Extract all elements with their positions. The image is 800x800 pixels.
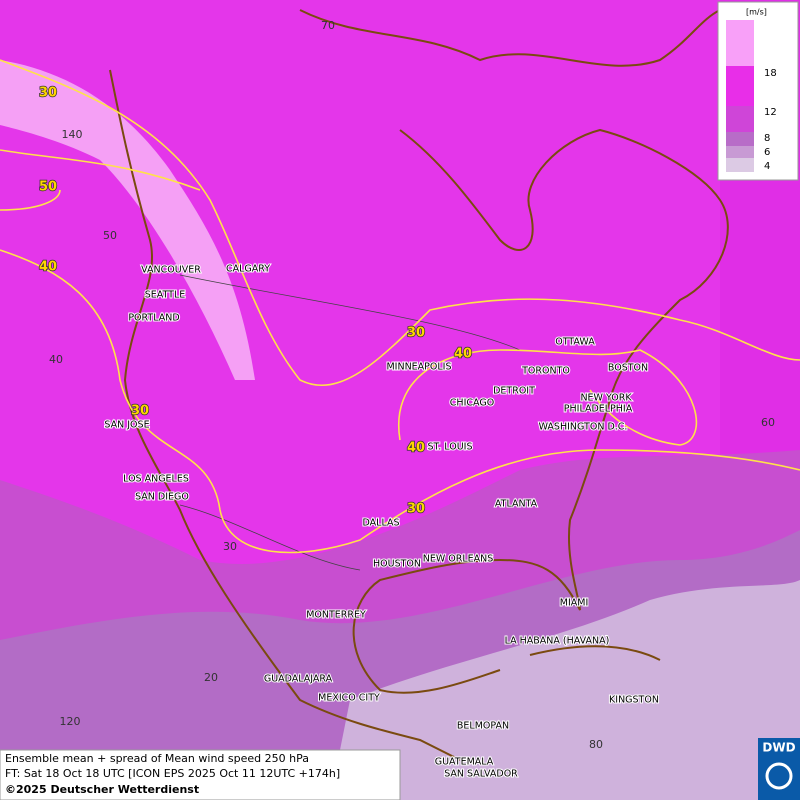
city-label: HOUSTON <box>373 559 421 570</box>
legend-swatch <box>726 158 754 172</box>
logo-icon <box>765 762 793 790</box>
city-label: MIAMI <box>560 598 589 609</box>
grid-label: 140 <box>62 128 83 141</box>
logo-text: DWD <box>762 741 795 755</box>
city-label: SAN JOSE <box>104 420 149 431</box>
footer-text: ©2025 Deutscher Wetterdienst <box>5 783 199 796</box>
logo-box <box>758 738 800 800</box>
border <box>179 274 521 351</box>
contour-label: 30 <box>131 404 149 419</box>
grid-label: 40 <box>49 353 63 366</box>
city-label: KINGSTON <box>609 695 659 706</box>
city-label: DALLAS <box>363 518 400 529</box>
contour-label: 30 <box>39 86 57 101</box>
city-label: ST. LOUIS <box>428 442 473 453</box>
city-label: BOSTON <box>608 363 648 374</box>
city-label: MONTERREY <box>306 610 366 621</box>
jet-core <box>0 60 255 380</box>
grid-label: 70 <box>321 19 335 32</box>
grid-label: 30 <box>223 540 237 553</box>
field-lowest <box>330 580 800 800</box>
contour-line <box>0 59 800 386</box>
footer-text: Ensemble mean + spread of Mean wind spee… <box>5 752 309 765</box>
coastline <box>529 645 661 661</box>
city-label: LA HABANA (HAVANA) <box>505 636 610 647</box>
legend-label: 8 <box>764 133 770 144</box>
contour-label: 30 <box>407 502 425 517</box>
grid-label: 20 <box>204 671 218 684</box>
contour-label: 40 <box>39 260 57 275</box>
legend-swatch <box>726 146 754 158</box>
footer-text: FT: Sat 18 Oct 18 UTC [ICON EPS 2025 Oct… <box>5 767 340 780</box>
city-label: PORTLAND <box>128 313 179 324</box>
legend-label: 12 <box>764 107 777 118</box>
legend-unit: [m/s] <box>746 8 767 17</box>
legend-label: 6 <box>764 147 770 158</box>
city-label: MINNEAPOLIS <box>386 362 451 373</box>
city-label: ATLANTA <box>495 499 538 510</box>
legend-swatch <box>726 132 754 146</box>
city-label: MEXICO CITY <box>318 693 380 704</box>
city-label: SEATTLE <box>145 290 186 301</box>
city-label: VANCOUVER <box>141 265 201 276</box>
coastline <box>299 9 721 67</box>
contour-label: 40 <box>454 347 472 362</box>
grid-label: 50 <box>103 229 117 242</box>
legend-label: 4 <box>764 161 770 172</box>
city-label: NEW YORK <box>580 393 632 404</box>
city-label: PHILADELPHIA <box>564 404 633 415</box>
legend-swatch <box>726 66 754 106</box>
coastline <box>109 69 461 761</box>
contour-line <box>0 189 61 211</box>
coastline <box>352 128 729 694</box>
grid-label: 80 <box>589 738 603 751</box>
city-label: GUATEMALA <box>435 757 494 768</box>
city-label: LOS ANGELES <box>123 474 189 485</box>
contour-line <box>0 149 201 191</box>
city-label: CALGARY <box>226 264 270 275</box>
city-label: OTTAWA <box>555 337 595 348</box>
legend-swatch <box>726 106 754 132</box>
grid-label: 120 <box>60 715 81 728</box>
city-label: DETROIT <box>493 386 535 397</box>
footer-box <box>0 749 401 800</box>
legend: [m/s] 18 12 8 6 4 <box>717 1 799 181</box>
city-labels: VANCOUVER CALGARY SEATTLE PORTLAND MINNEAPOL… <box>103 263 660 781</box>
grid-label: 60 <box>761 416 775 429</box>
city-label: CHICAGO <box>450 398 494 409</box>
legend-swatch <box>726 20 754 66</box>
city-label: TORONTO <box>521 366 570 377</box>
contour-label: 40 <box>407 441 425 456</box>
city-label: GUADALAJARA <box>264 674 333 685</box>
border <box>179 504 361 571</box>
city-label: SAN SALVADOR <box>444 769 518 780</box>
contour-line <box>0 249 800 554</box>
contour-label: 50 <box>39 180 57 195</box>
city-label: NEW ORLEANS <box>423 554 494 565</box>
city-label: WASHINGTON D.C. <box>539 422 628 433</box>
city-label: BELMOPAN <box>457 721 509 732</box>
legend-label: 18 <box>764 68 777 79</box>
contour-label: 30 <box>407 326 425 341</box>
contour-line <box>397 349 698 446</box>
city-label: SAN DIEGO <box>135 492 189 503</box>
